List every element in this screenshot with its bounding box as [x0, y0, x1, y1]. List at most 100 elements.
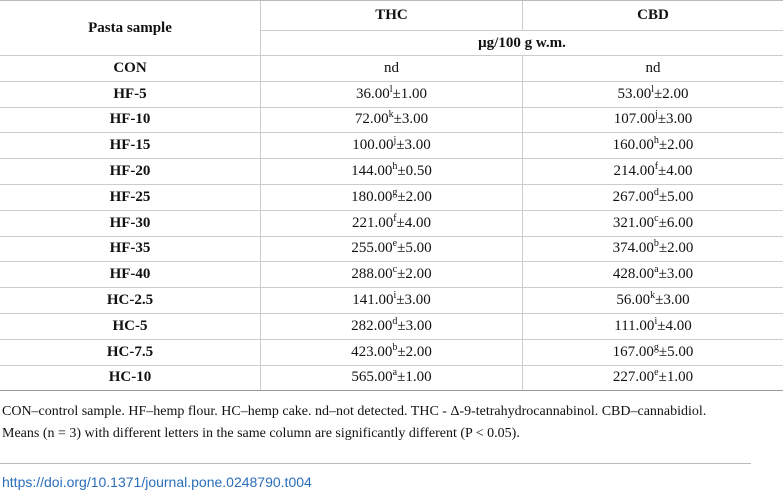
sd: ±3.00: [658, 266, 694, 283]
sample-cell: HF-40: [0, 261, 261, 289]
mean: 282.00: [351, 317, 393, 334]
sample-cell: HC-5: [0, 313, 261, 340]
value-cell: 321.00c±6.00: [522, 210, 783, 237]
value-cell: 107.00j±3.00: [522, 107, 783, 134]
value-cell: 288.00c±2.00: [260, 261, 523, 289]
value-cell: 72.00k±3.00: [260, 107, 523, 134]
data-table: Pasta sample THC CBD μg/100 g w.m. CON nd…: [0, 0, 783, 392]
table-row: HF-25 180.00g±2.00 267.00d±5.00: [0, 184, 783, 211]
letter: a: [392, 367, 398, 379]
value-cell: 565.00a±1.00: [260, 365, 523, 392]
sample-cell: HC-10: [0, 365, 261, 392]
value-cell: 111.00i±4.00: [522, 313, 783, 340]
sd: ±2.00: [654, 85, 689, 102]
table-row: HF-15 100.00j±3.00 160.00h±2.00: [0, 132, 783, 160]
letter: c: [654, 212, 659, 224]
value-cell: 36.00l±1.00: [260, 81, 523, 108]
mean: 160.00: [612, 137, 654, 154]
value-cell: 255.00e±5.00: [260, 236, 523, 263]
mean: 428.00: [612, 266, 655, 283]
value-cell: 141.00i±3.00: [260, 287, 523, 314]
value-cell: 56.00k±3.00: [522, 287, 783, 314]
letter: d: [392, 315, 398, 327]
unit-cell: μg/100 g w.m.: [260, 30, 783, 56]
letter: j: [393, 135, 397, 147]
sd: ±5.00: [658, 188, 694, 205]
value-cell: 53.00l±2.00: [522, 81, 783, 108]
value-cell: 144.00h±0.50: [260, 158, 523, 185]
mean: 267.00: [612, 188, 654, 205]
sample-cell: HC-2.5: [0, 287, 261, 314]
mean: 100.00: [352, 137, 394, 154]
sample-cell: HF-5: [0, 81, 261, 108]
letter: b: [653, 238, 659, 250]
letter: i: [393, 290, 397, 302]
mean: 53.00: [617, 85, 652, 102]
sd: ±3.00: [396, 292, 431, 309]
letter: h: [392, 161, 398, 173]
table-row: HF-40 288.00c±2.00 428.00a±3.00: [0, 261, 783, 289]
letter: e: [392, 238, 398, 250]
table-row: HC-7.5 423.00b±2.00 167.00g±5.00: [0, 339, 783, 366]
mean: 227.00: [612, 369, 655, 386]
table-row: CON nd nd: [0, 55, 783, 82]
letter: d: [653, 186, 659, 198]
sample-cell: HF-35: [0, 236, 261, 263]
mean: 72.00: [354, 111, 389, 128]
letter: k: [650, 290, 656, 302]
sd: ±2.00: [397, 343, 432, 360]
value-cell: 267.00d±5.00: [522, 184, 783, 211]
mean: 111.00: [614, 317, 655, 334]
letter: f: [654, 161, 659, 173]
sample-cell: HF-30: [0, 210, 261, 237]
sample-cell: HF-10: [0, 107, 261, 134]
value-cell: 100.00j±3.00: [260, 132, 523, 160]
header-cell: THC: [260, 0, 523, 31]
sd: ±2.00: [658, 137, 694, 154]
letter: j: [654, 109, 658, 121]
value-cell: 160.00h±2.00: [522, 132, 783, 160]
mean: 221.00: [351, 214, 394, 231]
value-cell: nd: [522, 55, 783, 82]
table-row: HF-35 255.00e±5.00 374.00b±2.00: [0, 236, 783, 263]
sample-cell: HF-25: [0, 184, 261, 211]
value-cell: 423.00b±2.00: [260, 339, 523, 366]
letter: k: [388, 109, 394, 121]
letter: f: [393, 212, 397, 224]
mean: 167.00: [612, 343, 654, 360]
table-body: CON nd nd HF-5 36.00l±1.00 53.00l±2.00 HF-10 72…: [0, 55, 783, 392]
sd: ±5.00: [397, 240, 432, 257]
mean: 144.00: [351, 163, 393, 180]
letter: i: [654, 315, 658, 327]
sd: ±4.00: [657, 317, 692, 334]
mean: 288.00: [351, 266, 393, 283]
mean: 255.00: [351, 240, 393, 257]
sd: ±3.00: [393, 111, 429, 128]
table-row: HC-10 565.00a±1.00 227.00e±1.00: [0, 365, 783, 392]
sd: ±1.00: [397, 369, 432, 386]
table-row: HF-20 144.00h±0.50 214.00f±4.00: [0, 158, 783, 185]
mean: 423.00: [351, 343, 393, 360]
header-cell: CBD: [522, 0, 783, 31]
sd: ±0.50: [397, 163, 432, 180]
mean: 141.00: [352, 292, 394, 309]
value-cell: 214.00f±4.00: [522, 158, 783, 185]
table-row: HF-30 221.00f±4.00 321.00c±6.00: [0, 210, 783, 237]
sample-cell: HC-7.5: [0, 339, 261, 366]
letter: l: [389, 83, 393, 95]
header-cell: Pasta sample: [0, 0, 261, 56]
letter: g: [653, 341, 659, 353]
doi-link[interactable]: https://doi.org/10.1371/journal.pone.024…: [2, 474, 312, 490]
letter: l: [651, 83, 655, 95]
sd: ±3.00: [655, 292, 690, 309]
sample-cell: HF-20: [0, 158, 261, 185]
mean: 374.00: [612, 240, 654, 257]
sd: ±3.00: [397, 317, 432, 334]
mean: 321.00: [612, 214, 655, 231]
letter: b: [392, 341, 398, 353]
sample-cell: CON: [0, 55, 261, 82]
mean: 56.00: [616, 292, 651, 309]
table-row: HC-5 282.00d±3.00 111.00i±4.00: [0, 313, 783, 340]
value-cell: 180.00g±2.00: [260, 184, 523, 211]
